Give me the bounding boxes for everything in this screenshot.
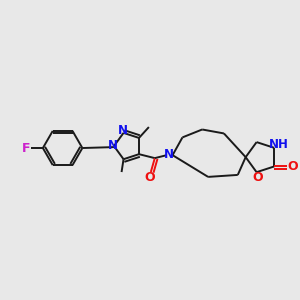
Text: NH: NH — [269, 138, 289, 152]
Text: O: O — [288, 160, 298, 173]
Text: N: N — [118, 124, 128, 137]
Text: N: N — [164, 148, 174, 161]
Text: O: O — [252, 171, 263, 184]
Text: F: F — [22, 142, 30, 154]
Text: O: O — [145, 171, 155, 184]
Text: N: N — [108, 139, 118, 152]
